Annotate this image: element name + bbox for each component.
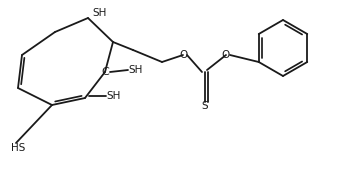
Text: SH: SH xyxy=(129,65,143,75)
Text: S: S xyxy=(202,101,208,111)
Text: SH: SH xyxy=(93,8,107,18)
Text: C: C xyxy=(101,67,109,77)
Text: HS: HS xyxy=(11,143,25,153)
Text: O: O xyxy=(179,50,187,60)
Text: SH: SH xyxy=(107,91,121,101)
Text: O: O xyxy=(222,50,230,60)
